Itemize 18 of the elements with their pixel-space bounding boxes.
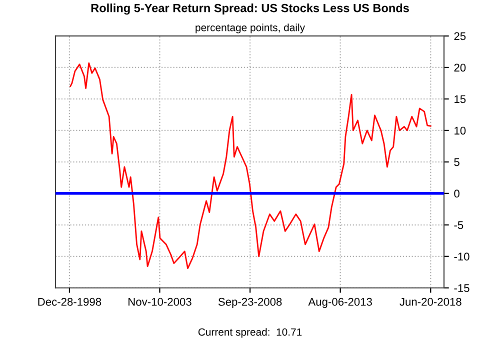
text: Current spread: 10.71 [198, 328, 302, 338]
x-tick-label: Aug-06-2013 [308, 298, 372, 308]
y-tick-label: 20 [454, 64, 466, 72]
y-tick-label: 10 [454, 126, 466, 135]
y-tick-label: 25 [454, 32, 466, 40]
y-tick-label: 5 [454, 158, 460, 166]
y-tick-label: -15 [454, 284, 470, 292]
x-tick-label: Nov-10-2003 [128, 298, 192, 306]
x-tick-label: Dec-28-1998 [38, 298, 102, 306]
chart-title: Rolling 5-Year Return Spread: US Stocks Less US Bonds [91, 4, 409, 15]
x-tick-label: Sep-23-2008 [218, 298, 282, 308]
y-tick-label: -10 [454, 252, 470, 261]
y-tick-label: -5 [454, 221, 464, 230]
x-tick-label: Jun-20-2018 [400, 298, 462, 306]
y-tick-label: 0 [454, 190, 460, 198]
line-series [70, 62, 432, 270]
y-tick-label: 15 [454, 95, 466, 104]
chart-subtitle: percentage points, daily [196, 24, 305, 34]
